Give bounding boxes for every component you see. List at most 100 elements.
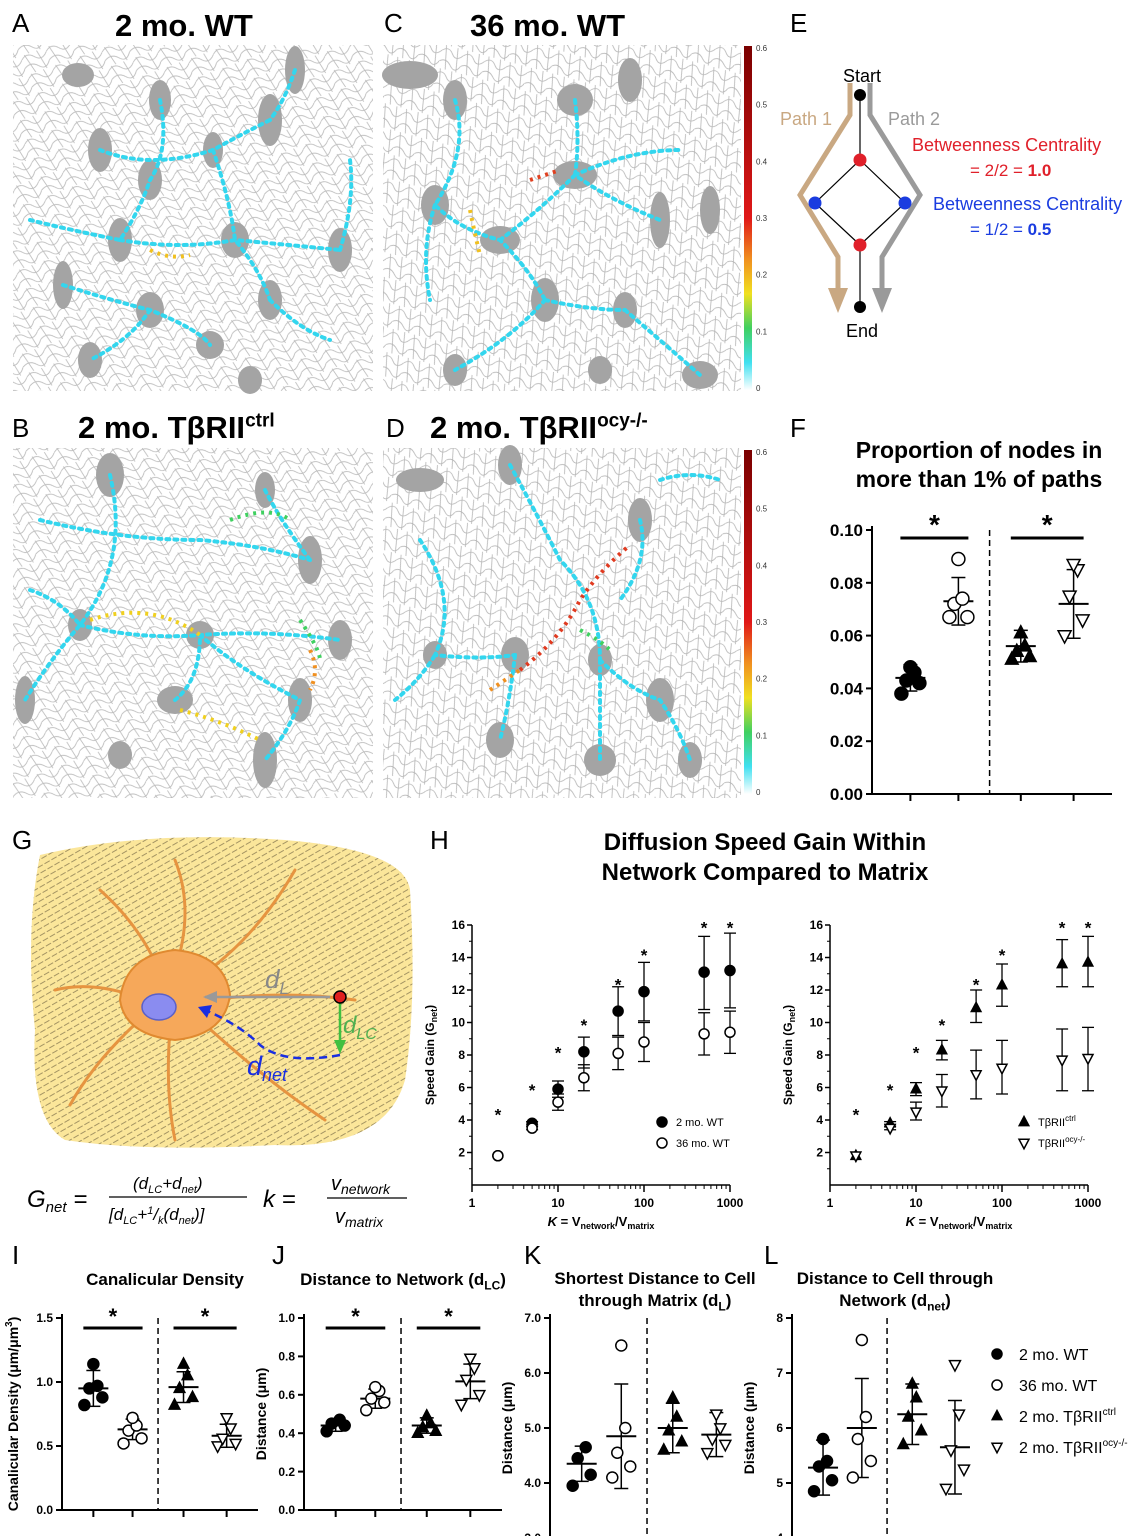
- significance-star: *: [641, 946, 648, 965]
- y-tick-label: 7: [776, 1366, 783, 1380]
- panel-letter-h: H: [430, 825, 449, 855]
- equations-g: Gnet = (dLC+dnet) [dLC+1/k(dnet)] k = vn…: [27, 1173, 407, 1230]
- colorbar-tick-label: 0: [756, 788, 761, 797]
- data-point: [1013, 624, 1029, 639]
- panel-letter-g: G: [12, 825, 33, 855]
- data-point: [825, 1474, 839, 1487]
- end-node: [854, 301, 866, 313]
- y-tick-label: 1.0: [36, 1375, 53, 1389]
- data-point: [859, 1410, 873, 1424]
- y-tick-label: 10: [452, 1016, 466, 1030]
- network-images: [13, 45, 741, 798]
- significance-star: *: [495, 1105, 502, 1124]
- legend-label: 36 mo. WT: [1019, 1378, 1097, 1395]
- data-point: [718, 1439, 733, 1453]
- y-axis-label: Canalicular Density (μm/μm3): [4, 1317, 21, 1512]
- image-d: [383, 445, 741, 798]
- data-point: [1055, 1055, 1069, 1068]
- data-point: [579, 1441, 592, 1454]
- data-point: [905, 1376, 919, 1389]
- panel-l-title: Distance to Cell through Network (dnet): [796, 1269, 994, 1314]
- y-tick-label: 8: [776, 1311, 783, 1325]
- series-0: [492, 932, 736, 1162]
- y-tick-label: 4: [776, 1531, 783, 1536]
- x-tick-label: 1: [827, 1196, 834, 1210]
- y-tick-label: 0.0: [278, 1503, 295, 1517]
- legend-marker: [990, 1442, 1004, 1455]
- y-tick-label: 2: [458, 1146, 465, 1160]
- y-tick-label: 0.10: [830, 521, 863, 540]
- y-axis-label: Speed Gain (Gnet): [781, 1005, 797, 1105]
- panel-f-title: Proportion of nodes in more than 1% of pa…: [855, 437, 1103, 492]
- data-point: [612, 1005, 624, 1017]
- eq1-lhs: Gnet =: [27, 1186, 87, 1216]
- data-point: [1081, 1053, 1095, 1066]
- bc-red-eq: = 2/2 = 1.0: [970, 161, 1051, 180]
- colorbar-tick-label: 0.3: [756, 214, 768, 223]
- eq2-numerator: vnetwork: [331, 1173, 391, 1197]
- colorbar-tick-label: 0.5: [756, 505, 768, 514]
- start-node: [854, 89, 866, 101]
- point-marker: [333, 990, 347, 1004]
- panel-h-title: Diffusion Speed Gain Within Network Compa…: [601, 829, 929, 886]
- significance-star: *: [555, 1044, 562, 1063]
- legend-label: 2 mo. TβRIIocy-/-: [1019, 1438, 1128, 1457]
- blue-node-left: [808, 196, 822, 210]
- chart-h-left: 2 4 6 8 10 12 14 16 1 10 100 1000 * * * * * * * * K = Vnetwo…: [423, 918, 744, 1231]
- data-point: [228, 1438, 243, 1452]
- group-3: [454, 1353, 487, 1413]
- data-point: [657, 1442, 671, 1455]
- significance-star: *: [701, 918, 708, 937]
- y-tick-label: 0.8: [278, 1350, 295, 1364]
- chart-j: 0.0 0.2 0.4 0.6 0.8 1.0 * * Distance (μm): [253, 1304, 502, 1517]
- data-point: [420, 1408, 434, 1421]
- data-point: [969, 1070, 983, 1082]
- panel-letter-c: C: [384, 8, 403, 38]
- panel-letter-j: J: [272, 1240, 285, 1270]
- blue-node-right: [898, 196, 912, 210]
- y-axis-label: Speed Gain (Gnet): [423, 1005, 439, 1105]
- colorbar-tick-label: 0: [756, 384, 761, 393]
- colorbar-tick-label: 0.2: [756, 675, 768, 684]
- data-point: [552, 1083, 564, 1095]
- data-point: [942, 609, 957, 625]
- y-tick-label: 0.5: [36, 1439, 53, 1453]
- data-point: [584, 1468, 597, 1481]
- data-point: [1056, 956, 1069, 969]
- data-point: [463, 1353, 478, 1367]
- path1-arrowhead: [828, 288, 848, 313]
- bc-blue-label: Betweenness Centrality: [933, 194, 1122, 214]
- panel-a-title: 2 mo. WT: [115, 8, 253, 43]
- data-point: [467, 1363, 482, 1376]
- y-tick-label: 0.00: [830, 785, 863, 804]
- group-0: [894, 660, 927, 701]
- data-point: [807, 1485, 821, 1498]
- colorbar-tick-label: 0.1: [756, 731, 768, 740]
- data-point: [909, 1081, 923, 1094]
- group-3: [210, 1412, 243, 1454]
- path2-arrowhead: [872, 288, 892, 313]
- data-point: [713, 1423, 728, 1436]
- y-tick-label: 12: [452, 983, 466, 997]
- red-node-bottom: [853, 238, 867, 252]
- panel-k-title: Shortest Distance to Cell through Matrix …: [554, 1269, 756, 1314]
- panel-letter-k: K: [524, 1240, 542, 1270]
- colorbar-tick-label: 0.5: [756, 101, 768, 110]
- data-point: [78, 1398, 91, 1412]
- data-point: [851, 1432, 865, 1446]
- cell-nucleus: [141, 993, 177, 1021]
- data-point: [724, 1026, 736, 1038]
- data-point: [638, 985, 650, 998]
- data-point: [864, 1454, 878, 1468]
- data-point: [176, 1356, 191, 1369]
- colorbar-tick-label: 0.6: [756, 44, 768, 53]
- colorbar-top: 0.6 0.5 0.4 0.3 0.2 0.1 0: [744, 44, 768, 393]
- x-axis-label: K = Vnetwork/Vmatrix: [548, 1214, 655, 1231]
- data-point: [215, 1433, 230, 1447]
- eq2-lhs: k =: [263, 1186, 296, 1213]
- data-point: [705, 1434, 720, 1447]
- data-point: [724, 964, 736, 977]
- data-point: [333, 1413, 346, 1427]
- data-point: [820, 1454, 834, 1468]
- group-2: [1004, 624, 1038, 665]
